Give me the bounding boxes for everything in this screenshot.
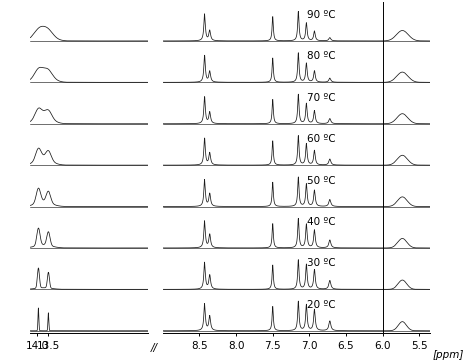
- Text: 80 ºC: 80 ºC: [307, 51, 336, 62]
- Text: 40 ºC: 40 ºC: [307, 217, 336, 227]
- Text: //: //: [150, 343, 157, 353]
- Text: 20 ºC: 20 ºC: [307, 300, 336, 310]
- Text: 60 ºC: 60 ºC: [307, 134, 336, 144]
- Text: 30 ºC: 30 ºC: [307, 258, 336, 269]
- Text: 90 ºC: 90 ºC: [307, 10, 336, 20]
- Text: 50 ºC: 50 ºC: [307, 176, 336, 186]
- Text: 70 ºC: 70 ºC: [307, 93, 336, 103]
- Text: [ppm]: [ppm]: [433, 351, 464, 360]
